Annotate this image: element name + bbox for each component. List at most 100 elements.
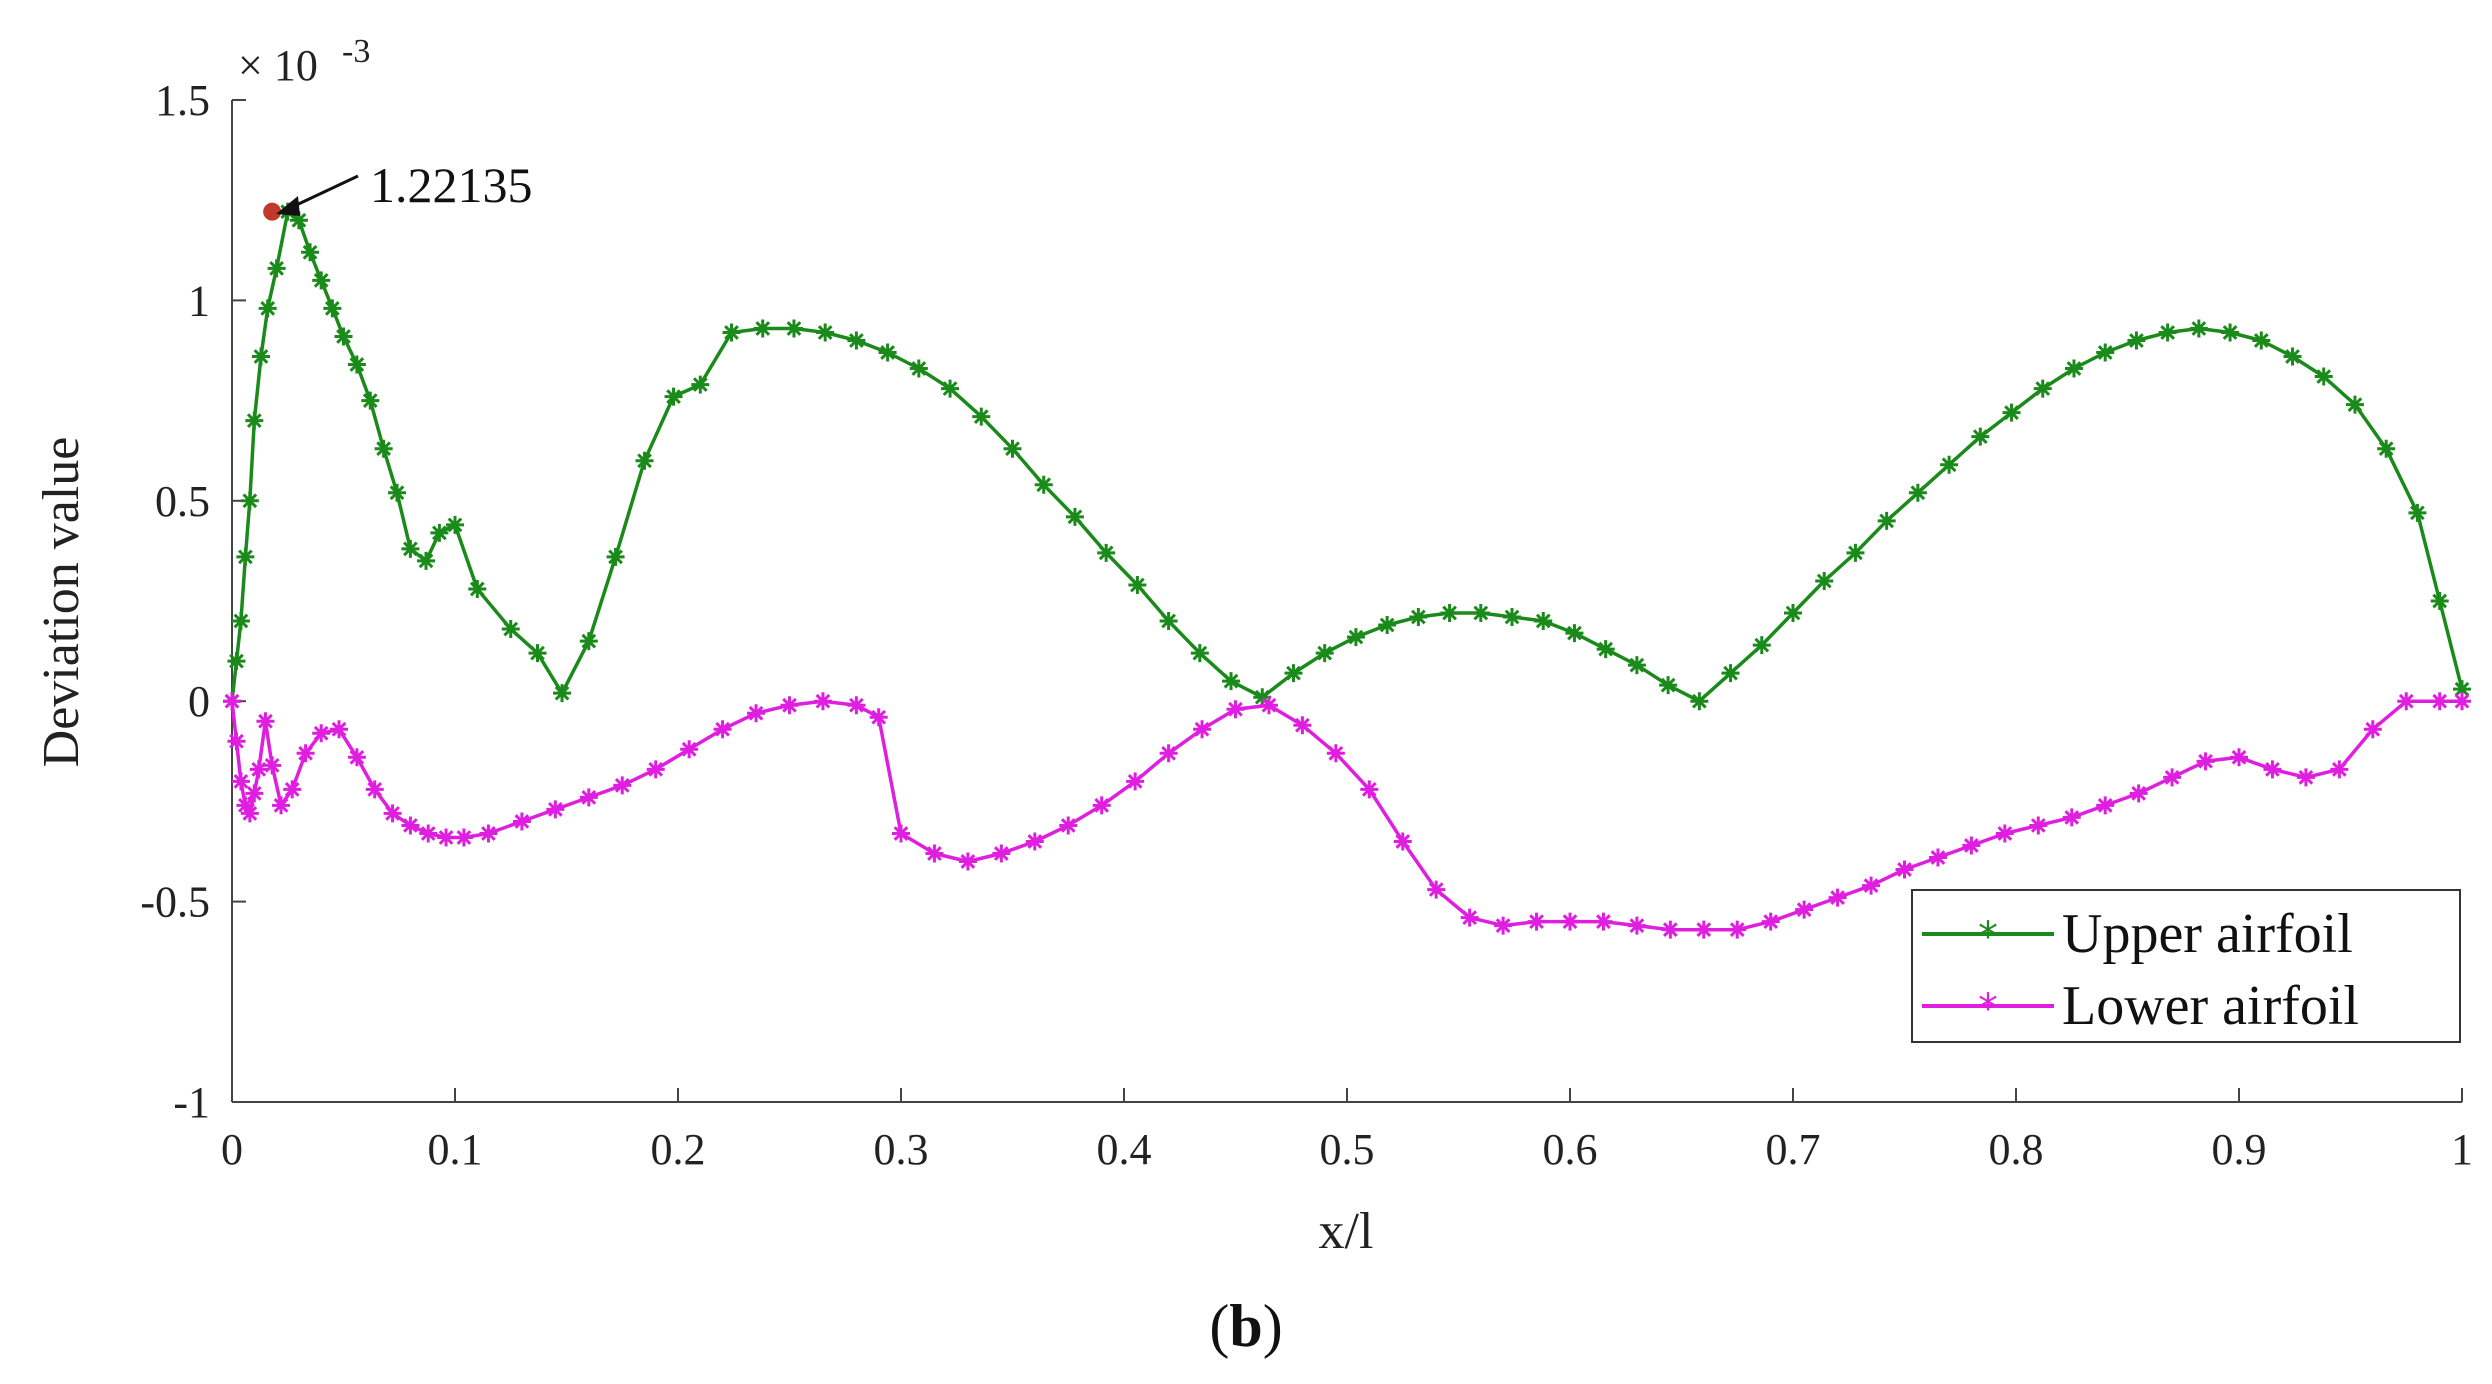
data-point — [1034, 475, 1053, 494]
series-line — [230, 209, 2464, 703]
y-axis-title: Deviation value — [33, 437, 90, 768]
data-point — [1940, 455, 1959, 474]
data-point — [1293, 716, 1312, 735]
data-point — [365, 780, 384, 799]
annotation-text: 1.22135 — [370, 157, 533, 213]
data-point — [501, 620, 520, 639]
data-point — [1326, 744, 1345, 763]
x-tick-label: 0 — [221, 1125, 243, 1174]
data-point — [1440, 604, 1459, 623]
data-point — [283, 780, 302, 799]
data-point — [1222, 672, 1241, 691]
y-tick-label: -0.5 — [140, 878, 210, 927]
data-point — [664, 387, 683, 406]
data-point — [361, 391, 380, 410]
data-point — [680, 740, 699, 759]
data-point — [417, 551, 436, 570]
data-point — [1565, 624, 1584, 643]
data-point — [892, 824, 910, 843]
data-point — [227, 732, 246, 751]
data-point — [419, 824, 438, 843]
data-point — [1596, 640, 1615, 659]
data-point — [1503, 608, 1522, 627]
data-point — [2453, 680, 2471, 699]
data-point — [1534, 612, 1553, 631]
legend-label-lower: Lower airfoil — [2062, 975, 2359, 1037]
data-point — [1128, 575, 1147, 594]
legend: * Upper airfoil * Lower airfoil — [1911, 889, 2461, 1043]
series-line — [230, 699, 2462, 932]
data-point — [713, 720, 732, 739]
plot-area — [223, 202, 2471, 939]
series-lower-airfoil — [223, 692, 2471, 939]
data-point — [1226, 700, 1245, 719]
data-point — [2345, 395, 2364, 414]
data-point — [1393, 832, 1412, 851]
data-point — [1003, 439, 1022, 458]
data-point — [1346, 628, 1365, 647]
data-point — [579, 788, 598, 807]
ticks: 0 0.1 0.2 0.3 0.4 0.5 0.6 0.7 0.8 0.9 1 -1 -0.5 0 0.5 1… — [140, 76, 2473, 1174]
data-point — [925, 844, 944, 863]
series-upper-airfoil — [223, 202, 2471, 711]
data-point — [553, 684, 572, 703]
data-point — [1895, 860, 1914, 879]
data-point — [1795, 900, 1814, 919]
y-tick-label: 1.5 — [155, 76, 210, 125]
data-point — [1427, 880, 1446, 899]
x-tick-label: 0.7 — [1766, 1125, 1821, 1174]
data-point — [635, 451, 654, 470]
data-point — [1253, 688, 1272, 707]
data-point — [691, 375, 710, 394]
data-point — [816, 323, 835, 342]
data-point — [1721, 664, 1740, 683]
data-point — [1694, 920, 1713, 939]
data-point — [1761, 912, 1780, 931]
data-point — [2283, 347, 2302, 366]
data-point — [2002, 403, 2021, 422]
y-tick-label: 0 — [188, 677, 210, 726]
data-point — [2263, 760, 2282, 779]
data-point — [1378, 616, 1397, 635]
data-point — [1315, 644, 1334, 663]
x-tick-label: 0.6 — [1543, 1125, 1598, 1174]
data-point — [2330, 760, 2349, 779]
data-point — [646, 760, 665, 779]
data-point — [613, 776, 632, 795]
data-point — [1259, 696, 1278, 715]
data-point — [2158, 323, 2177, 342]
data-point — [2252, 331, 2271, 350]
data-point — [1995, 824, 2014, 843]
data-point — [2096, 796, 2115, 815]
data-point — [2129, 784, 2148, 803]
data-point — [347, 748, 366, 767]
data-point — [780, 696, 799, 715]
data-point — [437, 828, 456, 847]
data-point — [1471, 604, 1490, 623]
data-point — [383, 804, 402, 823]
data-point — [753, 319, 772, 338]
data-point — [231, 772, 250, 791]
data-point — [2096, 343, 2115, 362]
data-point — [1409, 608, 1428, 627]
data-point — [236, 547, 255, 566]
legend-marker-lower: * — [1978, 986, 1998, 1032]
legend-label-upper: Upper airfoil — [2062, 903, 2353, 965]
data-point — [312, 271, 331, 290]
data-point — [1360, 780, 1379, 799]
data-point — [1815, 571, 1834, 590]
data-point — [1193, 720, 1212, 739]
y-tick-label: 0.5 — [155, 477, 210, 526]
data-point — [2189, 319, 2208, 338]
data-point — [267, 259, 286, 278]
data-point — [289, 211, 308, 230]
data-point — [1159, 612, 1178, 631]
data-point — [1928, 848, 1947, 867]
x-tick-label: 0.5 — [1320, 1125, 1375, 1174]
data-point — [784, 319, 803, 338]
data-point — [1877, 511, 1896, 530]
data-point — [2221, 323, 2240, 342]
data-point — [323, 299, 342, 318]
data-point — [1065, 507, 1084, 526]
data-point — [1627, 656, 1646, 675]
